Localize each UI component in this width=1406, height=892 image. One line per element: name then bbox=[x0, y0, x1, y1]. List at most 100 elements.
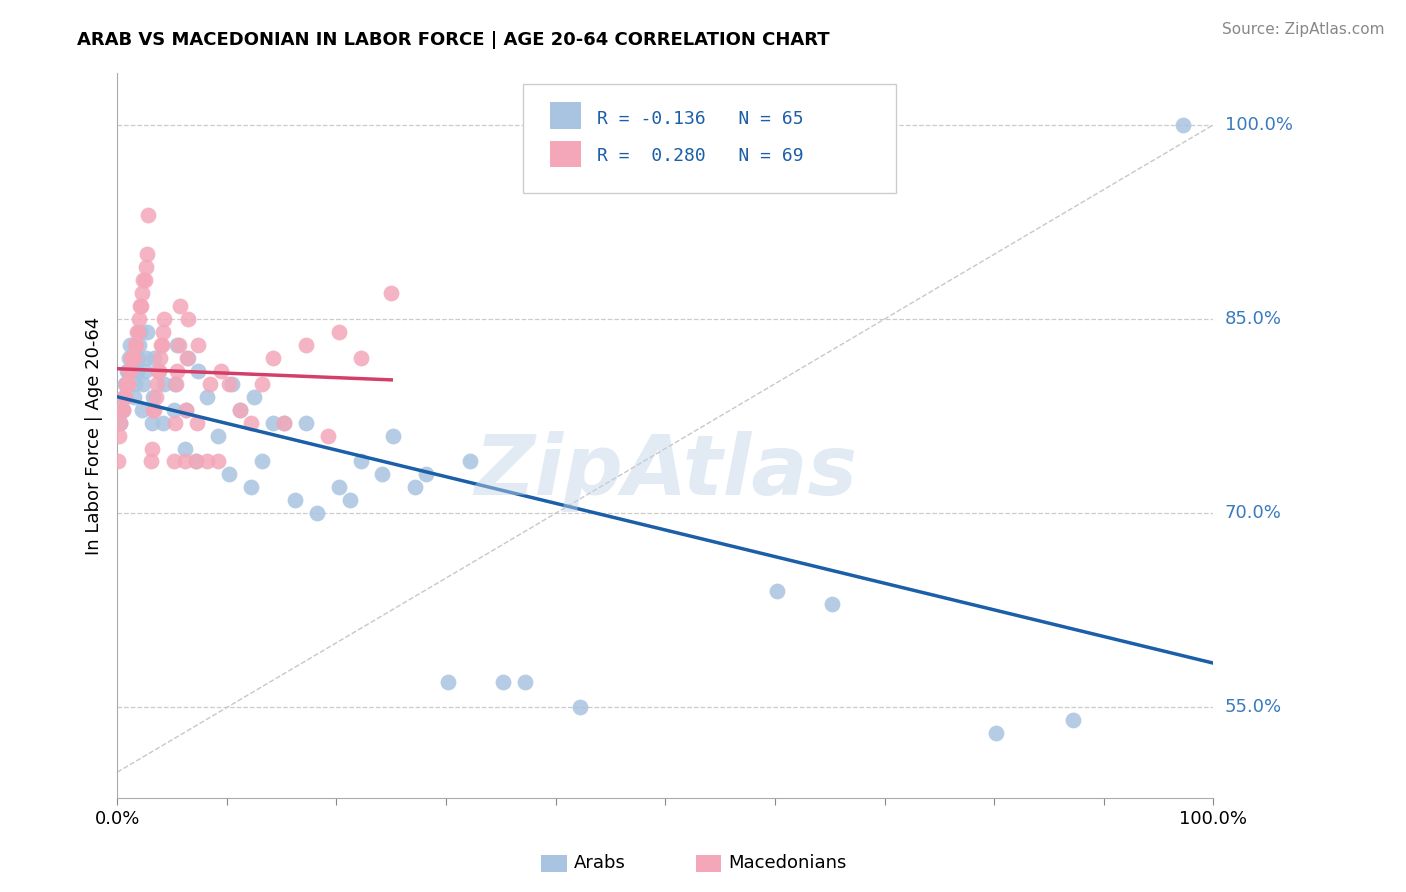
Point bbox=[149, 351, 172, 365]
Point bbox=[167, 338, 190, 352]
Point bbox=[115, 364, 138, 378]
Point bbox=[169, 299, 191, 313]
Point bbox=[163, 454, 186, 468]
Point bbox=[250, 376, 273, 391]
Point bbox=[221, 376, 243, 391]
Point bbox=[114, 390, 136, 404]
Point bbox=[125, 364, 148, 378]
Point bbox=[148, 364, 170, 378]
Text: 100.0%: 100.0% bbox=[1225, 116, 1292, 134]
Point bbox=[207, 454, 229, 468]
Point bbox=[150, 338, 173, 352]
Point bbox=[209, 364, 232, 378]
Point bbox=[195, 390, 218, 404]
Point bbox=[146, 364, 169, 378]
Point bbox=[112, 390, 135, 404]
Point bbox=[124, 338, 146, 352]
Point bbox=[229, 402, 252, 417]
Text: Arabs: Arabs bbox=[574, 855, 626, 872]
Point bbox=[141, 442, 163, 456]
Point bbox=[349, 454, 371, 468]
Point bbox=[110, 416, 132, 430]
Point bbox=[163, 402, 186, 417]
Point bbox=[111, 402, 134, 417]
Point bbox=[371, 467, 394, 482]
Point bbox=[131, 286, 153, 301]
Point bbox=[239, 416, 262, 430]
Text: ARAB VS MACEDONIAN IN LABOR FORCE | AGE 20-64 CORRELATION CHART: ARAB VS MACEDONIAN IN LABOR FORCE | AGE … bbox=[77, 31, 830, 49]
Point bbox=[174, 402, 197, 417]
Point bbox=[141, 416, 163, 430]
Point bbox=[200, 376, 222, 391]
Point bbox=[120, 351, 142, 365]
Point bbox=[207, 428, 229, 442]
Point bbox=[218, 376, 240, 391]
Point bbox=[114, 376, 136, 391]
Point bbox=[135, 247, 157, 261]
Text: R =  0.280   N = 69: R = 0.280 N = 69 bbox=[598, 147, 804, 165]
Point bbox=[110, 402, 132, 417]
Point bbox=[117, 376, 139, 391]
Point bbox=[135, 351, 157, 365]
Text: Macedonians: Macedonians bbox=[728, 855, 846, 872]
Point bbox=[110, 402, 132, 417]
FancyBboxPatch shape bbox=[550, 141, 581, 168]
Point bbox=[262, 351, 284, 365]
Point bbox=[273, 416, 295, 430]
Point bbox=[458, 454, 481, 468]
Point bbox=[117, 364, 139, 378]
Text: R = -0.136   N = 65: R = -0.136 N = 65 bbox=[598, 110, 804, 128]
Point bbox=[294, 416, 316, 430]
Point bbox=[184, 454, 207, 468]
Text: 70.0%: 70.0% bbox=[1225, 504, 1281, 522]
Point bbox=[166, 364, 188, 378]
Point bbox=[134, 364, 156, 378]
Point bbox=[121, 351, 143, 365]
Point bbox=[132, 376, 155, 391]
Point bbox=[115, 376, 138, 391]
Point bbox=[1171, 118, 1194, 132]
FancyBboxPatch shape bbox=[550, 103, 581, 128]
Point bbox=[132, 273, 155, 287]
Point bbox=[404, 480, 426, 494]
Point bbox=[152, 325, 174, 339]
Point bbox=[153, 312, 176, 326]
Point bbox=[142, 390, 165, 404]
Point bbox=[122, 351, 145, 365]
Point bbox=[152, 416, 174, 430]
Point bbox=[145, 390, 167, 404]
Point bbox=[118, 351, 141, 365]
Point bbox=[135, 260, 157, 275]
Point bbox=[239, 480, 262, 494]
Point bbox=[437, 674, 460, 689]
Point bbox=[986, 726, 1008, 740]
Point bbox=[415, 467, 437, 482]
Point bbox=[128, 312, 150, 326]
Point bbox=[112, 390, 135, 404]
Point bbox=[177, 351, 200, 365]
Point bbox=[328, 325, 350, 339]
Point bbox=[125, 364, 148, 378]
Point bbox=[294, 338, 316, 352]
Point bbox=[110, 416, 132, 430]
Point bbox=[187, 364, 209, 378]
Point bbox=[129, 299, 152, 313]
Point bbox=[115, 376, 138, 391]
Point bbox=[111, 402, 134, 417]
Point bbox=[195, 454, 218, 468]
Point bbox=[380, 286, 402, 301]
Point bbox=[184, 454, 207, 468]
Point bbox=[135, 325, 157, 339]
Point bbox=[382, 428, 405, 442]
Point bbox=[134, 273, 156, 287]
Point bbox=[284, 493, 307, 508]
Text: 55.0%: 55.0% bbox=[1225, 698, 1282, 716]
Point bbox=[107, 454, 129, 468]
Point bbox=[131, 299, 153, 313]
Point bbox=[143, 351, 166, 365]
Point bbox=[128, 338, 150, 352]
Y-axis label: In Labor Force | Age 20-64: In Labor Force | Age 20-64 bbox=[86, 317, 103, 555]
Point bbox=[174, 442, 197, 456]
Point bbox=[122, 390, 145, 404]
Point bbox=[165, 376, 187, 391]
